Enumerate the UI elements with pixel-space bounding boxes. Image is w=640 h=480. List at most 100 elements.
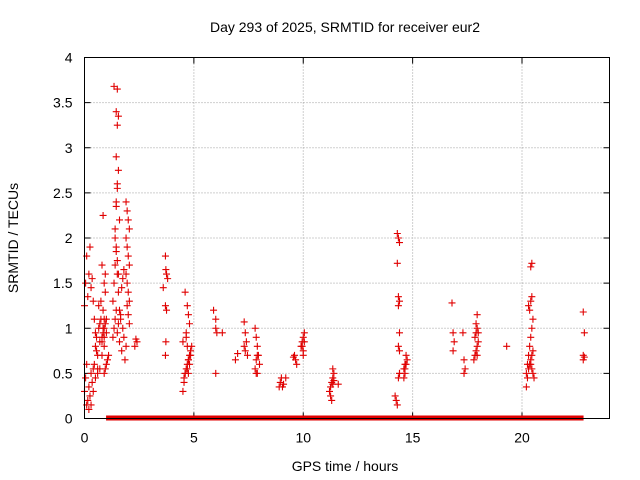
data-point [113,121,121,129]
data-point [179,338,187,346]
data-point [163,270,171,278]
data-point [101,270,109,278]
data-point [159,284,167,292]
data-point [299,351,307,359]
data-point [252,333,260,341]
data-point [528,324,536,332]
data-point [113,257,121,265]
data-point [472,320,480,328]
data-point [471,333,479,341]
data-point [241,329,249,337]
data-point [85,383,93,391]
y-tick-label: 2 [65,230,73,246]
data-point [105,351,113,359]
y-tick-label: 3.5 [53,95,73,111]
data-point [326,387,333,395]
data-point [525,302,533,310]
y-tick-label: 4 [65,50,73,66]
data-point [124,216,132,224]
data-point [393,229,401,237]
data-point [180,374,188,382]
data-point [117,315,125,323]
y-axis-label: SRMTID / TECUs [5,183,21,293]
data-point [450,338,458,346]
data-point [125,225,133,233]
data-point [98,261,106,269]
data-point [460,369,468,377]
data-point [522,369,530,377]
data-point [161,302,169,310]
data-point [120,333,128,341]
data-point [330,377,338,385]
data-point [91,329,99,337]
data-point [473,342,481,350]
data-point [527,360,535,368]
data-point [182,329,190,337]
data-point [113,180,121,188]
data-point [82,374,90,382]
data-point [240,342,248,350]
data-point [114,166,122,174]
data-point [470,356,478,364]
data-point [111,261,119,269]
y-tick-label: 0 [65,411,73,427]
data-point [87,401,95,409]
data-point [184,356,192,364]
data-point [123,279,131,287]
data-point [241,347,249,355]
data-point [280,380,288,388]
data-point [212,315,220,323]
data-point [503,342,511,350]
data-point [122,342,130,350]
data-point [253,369,261,377]
data-point [94,365,102,373]
data-point [162,266,170,274]
y-tick-label: 2.5 [53,185,73,201]
x-tick-label: 20 [514,430,530,446]
data-point [122,270,130,278]
data-point [119,275,127,283]
data-point [401,369,409,377]
data-point [164,275,172,283]
data-point [133,338,141,346]
data-point [187,351,195,359]
data-point [119,324,127,332]
data-point [282,374,290,382]
data-point [179,387,187,395]
data-point [161,252,169,260]
x-tick-label: 15 [405,430,421,446]
data-point [88,378,96,386]
y-tick-label: 1 [65,320,73,336]
data-point [291,351,298,359]
data-point [112,153,120,161]
data-point [95,302,103,310]
data-point [114,288,122,296]
data-point [101,320,109,328]
data-point [163,306,171,314]
data-point [183,342,191,350]
data-point [243,351,251,359]
plot-frame [84,57,610,419]
data-point [98,351,106,359]
data-point [461,365,469,373]
data-point [330,369,338,377]
data-point [86,392,94,400]
data-point [526,342,534,350]
data-point [99,211,107,219]
data-point [101,288,109,296]
data-point [87,369,95,377]
data-point [114,112,122,120]
data-point [84,293,92,301]
data-point [116,216,123,224]
data-point [118,284,126,292]
data-point [93,347,101,355]
data-point [529,315,537,323]
data-point [212,369,220,377]
data-point [394,342,402,350]
data-point [580,329,588,337]
data-point [394,234,402,242]
data-point [88,275,96,283]
data-point [473,351,481,359]
data-point [131,342,139,350]
data-point [218,329,226,337]
